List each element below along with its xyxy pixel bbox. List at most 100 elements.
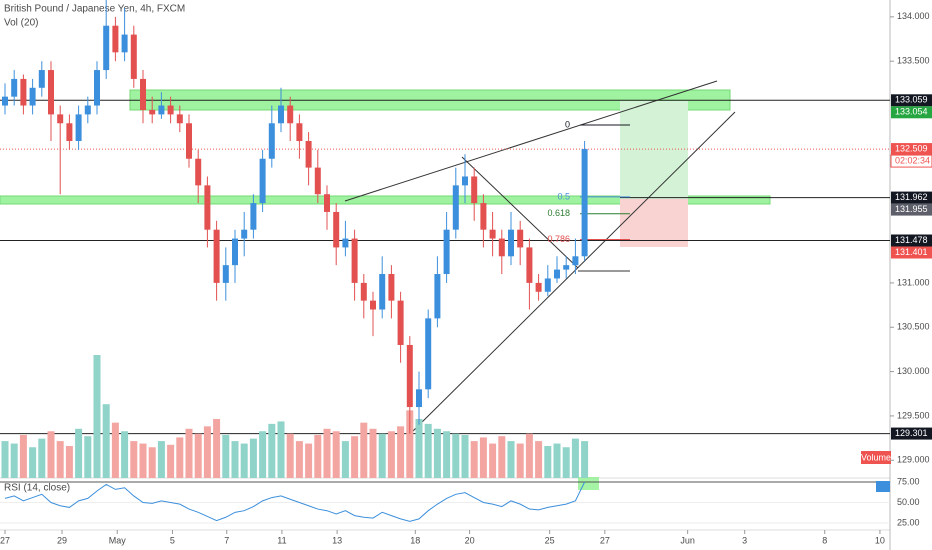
y-tick-label: 129.000 [897,455,930,465]
candle-body [314,167,321,195]
candle-body [535,282,542,292]
trendline [411,111,736,433]
rsi-highlight [578,477,599,490]
volume-bar [194,433,202,478]
volume-bar [332,431,340,478]
candle-body [287,105,294,124]
candle-body [581,149,588,257]
y-tick-label: 131.000 [897,277,930,287]
candle-body [296,123,303,142]
price-badge-label: 132.509 [895,143,928,153]
candle-body [250,203,257,230]
candle-body [434,274,441,319]
volume-bar [544,446,552,478]
candle-body [462,176,468,186]
volume-badge [861,451,891,464]
candle-body [351,238,358,283]
volume-bar [406,410,414,478]
price-badge [891,427,932,440]
x-tick-label: 5 [170,535,175,545]
candle-body [480,203,487,230]
volume-bar [185,428,193,478]
price-badge [891,203,932,216]
candle-body [66,123,73,142]
price-badge [891,234,932,247]
volume-bar [213,418,221,478]
volume-bar [75,428,83,478]
volume-bar [259,431,267,478]
trendline [461,156,579,269]
volume-bar [489,443,497,478]
candle-body [213,229,220,283]
countdown: 02:02:34 [895,155,930,165]
volume-bar [102,404,110,478]
fib-label: 0.5 [557,191,570,201]
volume-bar [29,447,37,478]
volume-bar [47,431,55,478]
candle-body [29,87,36,106]
volume-bar [498,436,506,478]
volume-bar [295,441,303,478]
candle-body [20,78,27,106]
candle-body [397,300,404,345]
volume-bar [203,426,211,478]
price-badge [891,143,932,156]
candle-body [489,229,496,239]
price-badge-label: 129.301 [895,428,928,438]
volume-bar [535,441,543,478]
candle-body [342,238,349,248]
candle-body [498,238,505,257]
volume-bar [351,436,359,478]
candle-body [38,70,45,88]
candle-body [48,70,54,115]
price-badge-label: 131.401 [895,247,928,257]
volume-bar [470,441,478,478]
volume-bar [176,437,184,478]
rsi-tick-label: 50.00 [897,497,920,507]
volume-bar [387,431,395,478]
volume-bar [93,355,101,478]
volume-bar [415,418,423,478]
candle-body [333,211,340,248]
countdown-badge [890,154,932,168]
rsi-tick-label: 75.00 [897,476,920,486]
volume-bar [397,426,405,478]
rsi-title: RSI (14, close) [4,483,70,494]
x-tick-label: Jun [680,535,695,545]
volume-bar [443,431,451,478]
candle-body [149,109,156,115]
candle-body [554,269,560,279]
y-tick-label: 130.000 [897,366,930,376]
candle-body [278,105,284,124]
support-zone [0,195,771,205]
candle-body [360,282,367,301]
volume-bar [167,444,175,478]
volume-bar [323,428,331,478]
candle-body [112,25,119,53]
candle-body [241,229,248,239]
candle-body [508,229,514,257]
candle-body [186,123,192,159]
volume-bar [360,422,368,478]
candle-body [526,247,533,283]
candle-body [167,105,174,115]
volume-bar [479,437,487,478]
volume-bar [19,434,27,478]
x-tick-label: 27 [600,535,610,545]
volume-bar [553,443,561,478]
x-tick-label: 29 [57,535,67,545]
x-tick-label: 7 [224,535,229,545]
volume-bar [139,443,147,478]
volume-bar [581,441,589,478]
candle-body [324,194,330,212]
volume-bar [369,428,377,478]
candle-body [406,344,413,408]
candle-body [75,114,82,142]
x-tick-label: 8 [822,535,827,545]
candle-body [57,114,64,124]
x-tick-label: 13 [332,535,342,545]
volume-bar [130,441,138,478]
price-badge [891,94,932,107]
candle-body [232,238,238,266]
